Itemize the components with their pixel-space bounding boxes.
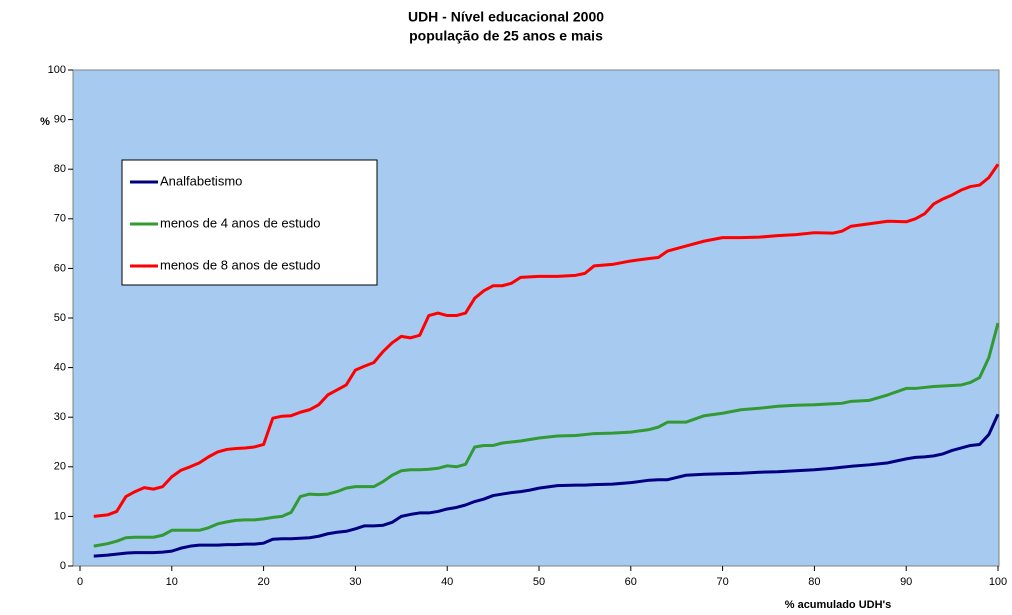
- x-tick-label: 40: [441, 576, 453, 588]
- y-tick-label: 40: [54, 362, 66, 374]
- legend-label: menos de 4 anos de estudo: [160, 215, 320, 230]
- plot-area: [72, 69, 1000, 567]
- y-tick-label: 70: [54, 213, 66, 225]
- x-tick-label: 0: [77, 576, 83, 588]
- legend: [121, 159, 378, 286]
- y-tick-label: 80: [54, 163, 66, 175]
- legend-label: menos de 8 anos de estudo: [160, 257, 320, 272]
- x-axis-label: % acumulado UDH's: [785, 599, 892, 611]
- x-tick-label: 20: [257, 576, 269, 588]
- series-line: [93, 163, 1000, 518]
- x-tick-label: 100: [989, 576, 1007, 588]
- chart-subtitle: população de 25 anos e mais: [409, 28, 603, 44]
- y-tick-label: 90: [54, 114, 66, 126]
- y-axis-label: %: [40, 116, 50, 128]
- x-tick-label: 30: [349, 576, 361, 588]
- x-tick-label: 50: [533, 576, 545, 588]
- legend-label: Analfabetismo: [160, 173, 242, 188]
- y-tick-label: 100: [48, 64, 66, 76]
- y-tick-label: 10: [54, 510, 66, 522]
- y-tick-label: 50: [54, 312, 66, 324]
- x-tick-label: 60: [625, 576, 637, 588]
- x-tick-label: 90: [900, 576, 912, 588]
- x-tick-label: 10: [166, 576, 178, 588]
- y-tick-label: 30: [54, 411, 66, 423]
- series-line: [93, 322, 1000, 548]
- x-tick-label: 80: [808, 576, 820, 588]
- x-tick-label: 70: [716, 576, 728, 588]
- y-tick-label: 0: [60, 560, 66, 572]
- y-tick-label: 60: [54, 262, 66, 274]
- series-line: [93, 413, 1000, 558]
- y-tick-label: 20: [54, 461, 66, 473]
- chart-title: UDH - Nível educacional 2000: [408, 9, 604, 25]
